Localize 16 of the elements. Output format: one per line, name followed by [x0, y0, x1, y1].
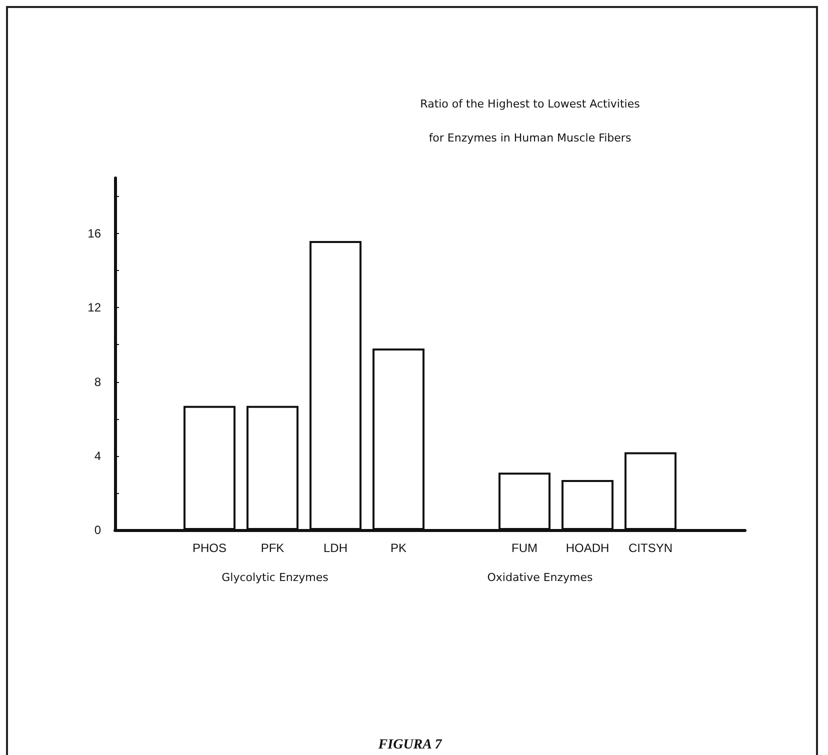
x-tick-label: PK [390, 541, 407, 555]
x-tick-label: PHOS [192, 541, 227, 555]
y-tick-label: 16 [88, 226, 102, 241]
y-tick-label: 12 [88, 300, 102, 315]
x-tick-label: FUM [512, 541, 538, 555]
chart-title: Ratio of the Highest to Lowest Activities for Enzymes in Human Muscle Fibers [420, 98, 640, 144]
y-tick-label: 0 [94, 523, 102, 537]
y-tick-label: 8 [94, 374, 102, 389]
text: FIGURA 7 [377, 738, 443, 752]
text: Oxidative Enzymes [487, 571, 594, 584]
x-tick-label: HOADH [566, 541, 610, 555]
text: Glycolytic Enzymes [222, 571, 329, 584]
x-tick-label: CITSYN [628, 541, 673, 555]
x-tick-label: LDH [323, 541, 348, 555]
y-tick-label: 4 [94, 448, 102, 463]
x-tick-label: PFK [260, 541, 284, 555]
